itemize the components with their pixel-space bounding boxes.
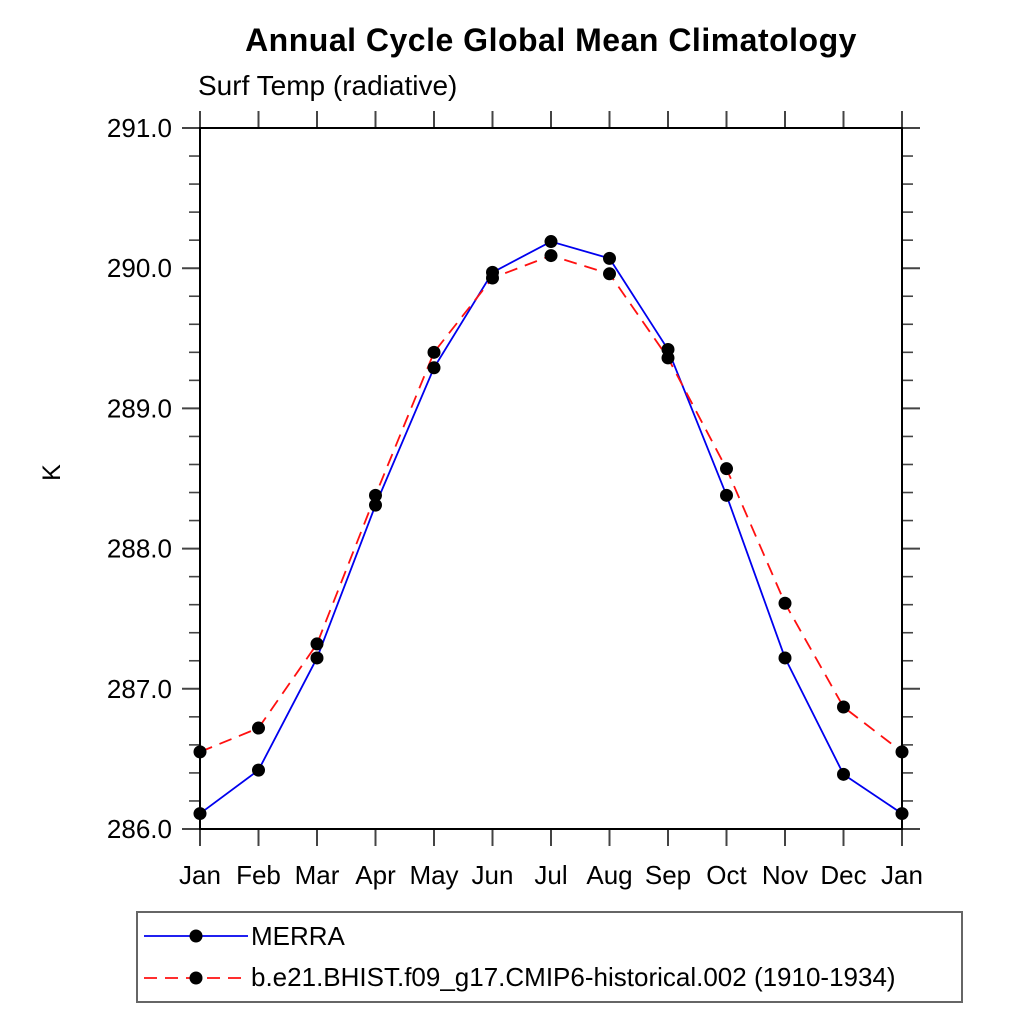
y-tick-label: 289.0 [107,393,172,423]
y-tick-label: 290.0 [107,253,172,283]
legend-line-sample-merra-icon [144,929,248,943]
y-tick-label: 286.0 [107,814,172,844]
x-tick-label: Nov [762,860,808,890]
legend-sample-marker [189,929,203,943]
data-point-marker [427,361,441,375]
x-tick-label: May [409,860,458,890]
legend-row-merra: MERRA [142,918,961,954]
data-point-marker [193,807,207,821]
legend-box: MERRA b.e21.BHIST.f09_g17.CMIP6-historic… [136,911,963,1003]
data-point-marker [603,251,616,265]
x-tick-label: Oct [706,860,747,890]
legend-label-merra: MERRA [251,920,345,951]
data-point-marker [837,767,850,781]
series-line-model [199,254,903,753]
data-point-marker [720,462,733,476]
data-point-marker [778,651,792,665]
x-tick-label: Jul [534,860,567,890]
x-tick-label: Jan [881,860,923,890]
y-tick-label: 288.0 [107,534,172,564]
x-tick-label: Dec [820,860,866,890]
data-point-marker [544,249,558,263]
x-tick-label: Jun [472,860,514,890]
series-lines [199,240,903,815]
data-point-marker [310,651,324,665]
y-tick-label: 287.0 [107,674,172,704]
data-point-marker [427,345,441,359]
data-point-marker [544,235,558,249]
data-point-marker [193,745,207,759]
data-point-marker [661,351,675,365]
axis-ticks [182,111,920,846]
data-point-marker [837,700,850,714]
data-point-marker [720,488,733,502]
series-markers [193,235,909,821]
data-point-marker [369,488,382,502]
y-tick-label: 291.0 [107,113,172,143]
data-point-marker [310,637,324,651]
chart-subtitle: Surf Temp (radiative) [198,70,458,101]
legend-sample-marker [189,971,203,985]
data-point-marker [252,721,265,735]
data-point-marker [778,596,792,610]
x-tick-label: Apr [355,860,396,890]
legend-row-model: b.e21.BHIST.f09_g17.CMIP6-historical.002… [142,960,961,996]
x-tick-label: Aug [586,860,632,890]
data-point-marker [895,807,909,821]
data-point-marker [369,498,382,512]
data-point-marker [252,763,265,777]
x-tick-label: Sep [645,860,691,890]
x-tick-label: Jan [179,860,221,890]
legend-label-model: b.e21.BHIST.f09_g17.CMIP6-historical.002… [251,962,896,993]
data-point-marker [486,271,499,285]
plot-frame [199,127,903,830]
data-point-marker [895,745,909,759]
chart-title: Annual Cycle Global Mean Climatology [245,22,857,58]
plot-frame-rect [199,127,903,830]
legend-line-sample-model-icon [144,971,248,985]
x-tick-label: Feb [236,860,281,890]
x-tick-label: Mar [295,860,340,890]
data-point-marker [603,267,616,281]
series-line-merra [199,240,903,815]
tick-labels: Jan Feb Mar Apr May Jun Jul Aug Sep Oct Nov Dec Jan2… [107,113,923,890]
